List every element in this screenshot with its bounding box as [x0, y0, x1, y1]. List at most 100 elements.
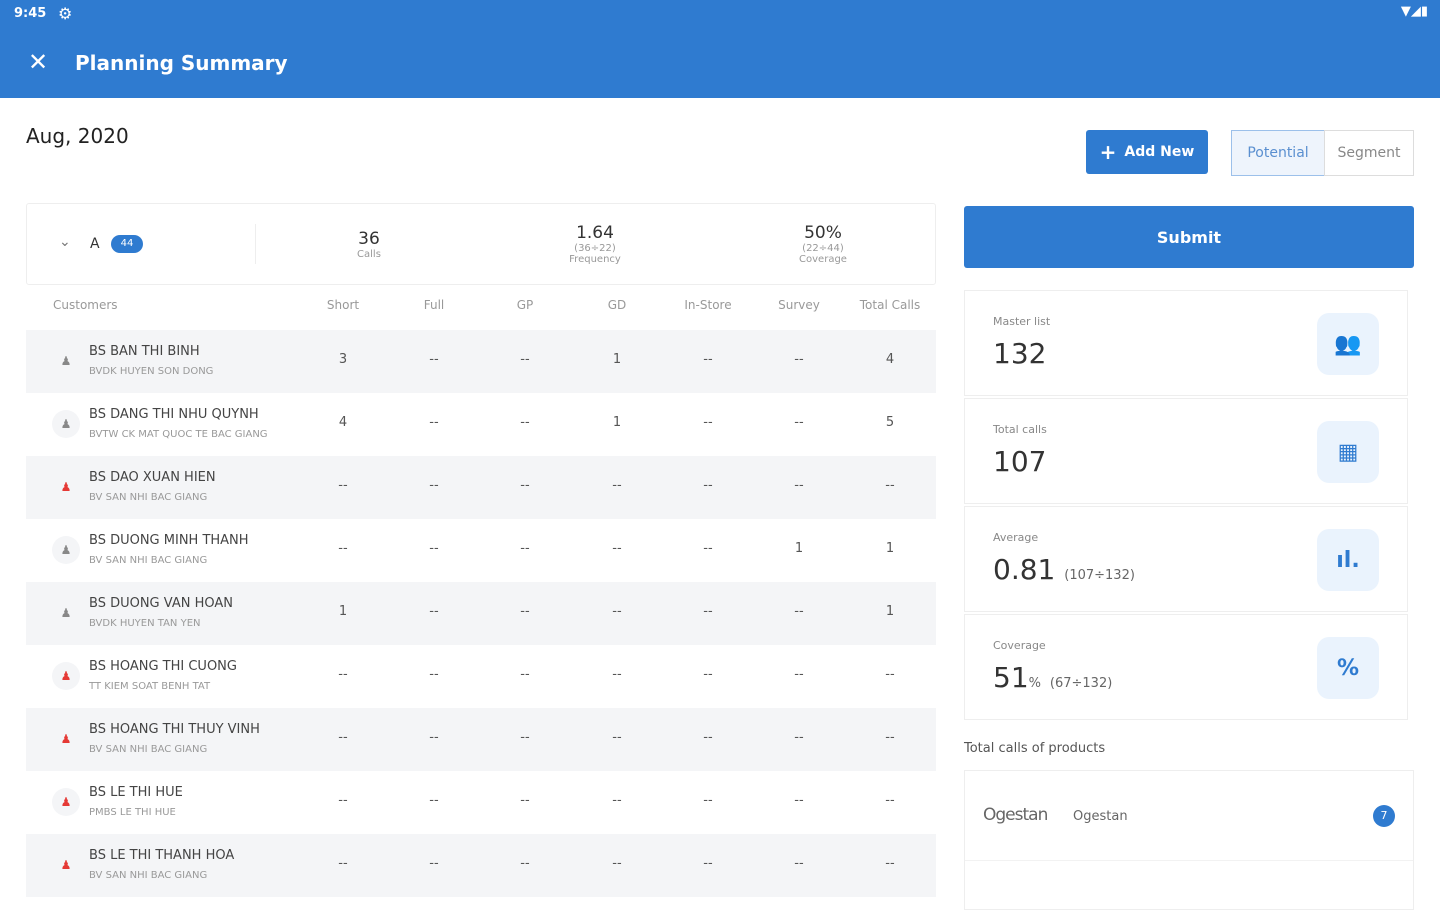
cell-value: 1 [885, 604, 895, 619]
cell-value: -- [794, 793, 804, 808]
app-bar: ✕ Planning Summary [0, 28, 1440, 98]
page-title: Planning Summary [75, 51, 288, 75]
table-row[interactable]: ♟ BS BAN THI BINH BVDK HUYEN SON DONG 3 --… [26, 330, 936, 393]
tab-segment[interactable]: Segment [1324, 130, 1414, 176]
stat-card: Average 0.81 (107÷132) ıl. [964, 506, 1408, 612]
stat-card: Master list 132 👥 [964, 290, 1408, 396]
cell-value: -- [612, 478, 622, 493]
person-icon: ♟ [60, 354, 72, 368]
products-title: Total calls of products [964, 741, 1106, 756]
cell-value: -- [794, 415, 804, 430]
cell-value: 1 [338, 604, 348, 619]
stat-card: Total calls 107 ▦ [964, 398, 1408, 504]
cell-value: -- [794, 478, 804, 493]
cell-value: -- [429, 478, 439, 493]
column-header: In-Store [684, 298, 732, 312]
cell-value: -- [338, 793, 348, 808]
cell-value: -- [885, 730, 895, 745]
cell-value: -- [429, 604, 439, 619]
add-new-button[interactable]: + Add New [1086, 130, 1208, 174]
cell-value: -- [429, 856, 439, 871]
product-count-badge: 7 [1373, 805, 1395, 827]
product-logo: Ogestan [983, 805, 1048, 825]
cell-value: -- [520, 541, 530, 556]
bar-chart-icon: ıl. [1317, 529, 1379, 591]
cell-value: -- [703, 856, 713, 871]
percent-icon: % [1317, 637, 1379, 699]
cell-value: -- [612, 667, 622, 682]
cell-value: -- [520, 352, 530, 367]
products-card: Ogestan Ogestan 7 [964, 770, 1414, 910]
cell-value: -- [612, 856, 622, 871]
cell-value: -- [520, 478, 530, 493]
table-row[interactable]: ♟ BS DUONG MINH THANH BV SAN NHI BAC GIA… [26, 519, 936, 582]
plus-icon: + [1099, 140, 1117, 164]
table-row[interactable]: ♟ BS LE THI HUE PMBS LE THI HUE -- -- -- -- -… [26, 771, 936, 834]
cell-value: 4 [885, 352, 895, 367]
table-row[interactable]: ♟ BS DANG THI NHU QUYNH BVTW CK MAT QUOC… [26, 393, 936, 456]
cell-value: 1 [885, 541, 895, 556]
cell-value: -- [338, 541, 348, 556]
table-row[interactable]: ♟ BS DAO XUAN HIEN BV SAN NHI BAC GIANG -… [26, 456, 936, 519]
person-icon: ♟ [60, 732, 72, 746]
cell-value: -- [703, 667, 713, 682]
column-header: Short [326, 298, 360, 312]
cell-value: -- [429, 415, 439, 430]
month-label[interactable]: Aug, 2020 [26, 124, 129, 148]
cell-value: -- [794, 667, 804, 682]
cell-value: -- [429, 541, 439, 556]
cell-value: -- [703, 730, 713, 745]
cell-value: -- [429, 667, 439, 682]
divider [255, 224, 256, 264]
status-time: 9:45 [14, 6, 47, 21]
close-icon[interactable]: ✕ [28, 48, 49, 76]
cell-value: -- [338, 856, 348, 871]
status-bar: 9:45 ⚙ ▼◢▮ [0, 0, 1440, 28]
group-label: A [90, 236, 100, 252]
submit-button[interactable]: Submit [964, 206, 1414, 268]
cell-value: -- [520, 793, 530, 808]
table-row[interactable]: ♟ BS HOANG THI THUY VINH BV SAN NHI BAC … [26, 708, 936, 771]
cell-value: -- [703, 352, 713, 367]
count-badge: 44 [111, 235, 143, 253]
tab-potential[interactable]: Potential [1231, 130, 1325, 176]
cell-value: 3 [338, 352, 348, 367]
table-row[interactable]: ♟ BS DUONG VAN HOAN BVDK HUYEN TAN YEN 1-… [26, 582, 936, 645]
cell-value: -- [520, 667, 530, 682]
cell-value: -- [520, 730, 530, 745]
product-item[interactable]: Ogestan Ogestan 7 [965, 771, 1413, 861]
battery-icon: ▼◢▮ [1400, 4, 1428, 19]
cell-value: -- [794, 352, 804, 367]
column-header: GP [516, 298, 534, 312]
people-icon: 👥 [1317, 313, 1379, 375]
cell-value: -- [703, 541, 713, 556]
group-summary: ⌄ A 44 36 Calls 1.64 (36÷22) Frequency 50%(… [26, 203, 936, 285]
cell-value: -- [429, 793, 439, 808]
table-row[interactable]: ♟ BS LE THI THANH HOA BV SAN NHI BAC GIA… [26, 834, 936, 897]
cell-value: -- [885, 856, 895, 871]
cell-value: -- [703, 415, 713, 430]
cell-value: -- [612, 604, 622, 619]
cell-value: -- [520, 604, 530, 619]
stat-card: Coverage 51% (67÷132) % [964, 614, 1408, 720]
cell-value: -- [794, 604, 804, 619]
person-icon: ♟ [52, 536, 80, 564]
cell-value: -- [612, 541, 622, 556]
column-header: GD [607, 298, 627, 312]
person-icon: ♟ [52, 662, 80, 690]
calendar-icon: ▦ [1317, 421, 1379, 483]
cell-value: 4 [338, 415, 348, 430]
column-header: Full [423, 298, 445, 312]
cell-value: -- [429, 730, 439, 745]
cell-value: -- [520, 415, 530, 430]
cell-value: -- [885, 667, 895, 682]
table-row[interactable]: ♟ BS HOANG THI CUONG TT KIEM SOAT BENH T… [26, 645, 936, 708]
column-header: Total Calls [859, 298, 921, 312]
cell-value: -- [885, 478, 895, 493]
chevron-down-icon[interactable]: ⌄ [59, 234, 71, 250]
cell-value: -- [520, 856, 530, 871]
cell-value: 1 [794, 541, 804, 556]
cell-value: -- [338, 478, 348, 493]
person-icon: ♟ [60, 606, 72, 620]
cell-value: -- [338, 730, 348, 745]
